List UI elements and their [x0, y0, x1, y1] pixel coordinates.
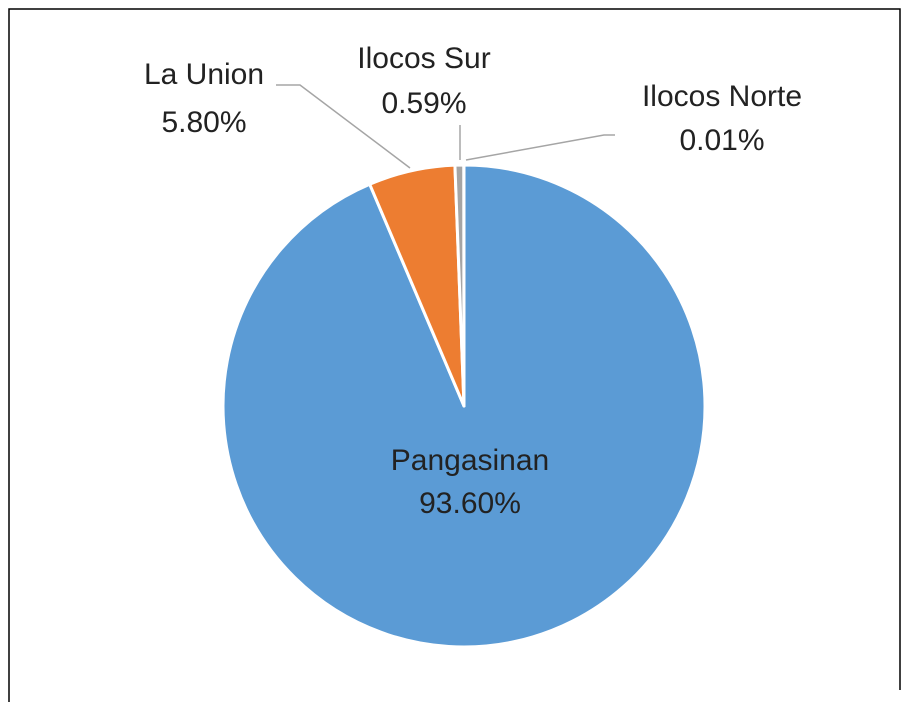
- category-label: Ilocos Norte: [642, 80, 802, 113]
- category-label: La Union: [144, 58, 264, 91]
- leader-line: [276, 84, 411, 169]
- value-label: 93.60%: [419, 487, 521, 520]
- value-label: 0.59%: [381, 87, 466, 120]
- leader-line: [465, 134, 615, 161]
- value-label: 5.80%: [161, 106, 246, 139]
- category-label: Pangasinan: [391, 444, 549, 477]
- value-label: 0.01%: [679, 124, 764, 157]
- category-label: Ilocos Sur: [357, 42, 490, 75]
- chart-frame: [8, 8, 901, 702]
